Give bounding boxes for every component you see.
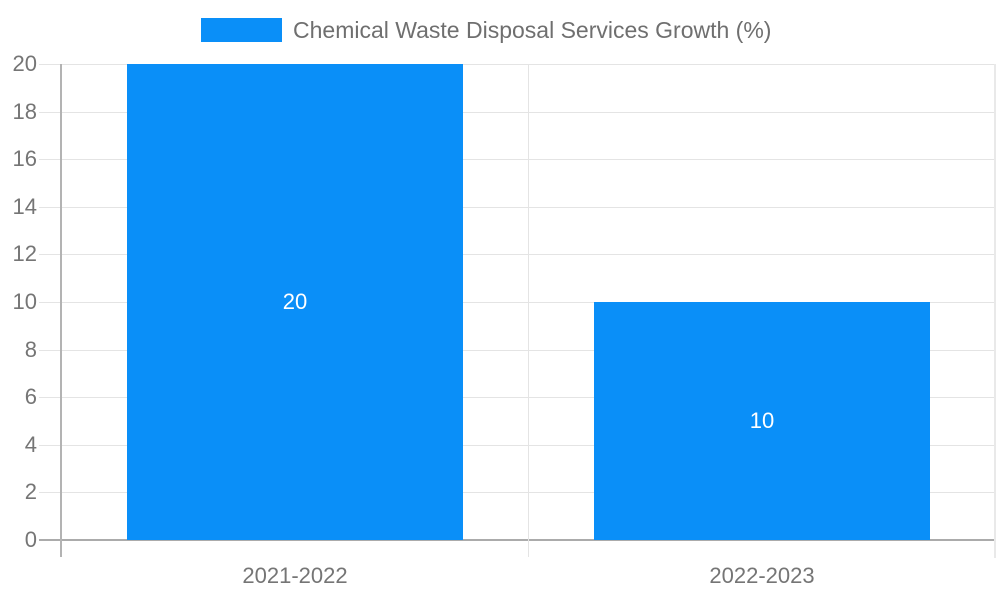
y-gridline (39, 112, 995, 113)
y-tick-label: 6 (24, 384, 37, 409)
x-axis-line (39, 539, 995, 541)
y-gridline (39, 350, 995, 351)
x-tick-label: 2021-2022 (242, 563, 348, 588)
plot-right-border (994, 64, 996, 558)
y-tick-label: 4 (24, 432, 37, 457)
category-divider-gridline (528, 64, 529, 557)
y-tick-label: 12 (12, 241, 37, 266)
bar-2021-2022[interactable] (127, 64, 463, 540)
y-tick-label: 10 (12, 289, 37, 314)
y-gridline (39, 397, 995, 398)
y-tick-label: 18 (12, 99, 37, 124)
y-tick-label: 16 (12, 146, 37, 171)
bar-value-label: 10 (749, 408, 775, 433)
y-tick-label: 0 (24, 527, 37, 552)
x-tick-label: 2022-2023 (709, 563, 815, 588)
y-tick-label: 14 (12, 194, 37, 219)
bar-2022-2023[interactable] (594, 302, 930, 540)
legend-label[interactable]: Chemical Waste Disposal Services Growth … (293, 17, 772, 43)
y-gridline (39, 159, 995, 160)
y-tick-label: 20 (12, 51, 37, 76)
y-tick-label: 2 (24, 479, 37, 504)
bar-value-label: 20 (282, 289, 308, 314)
y-gridline (39, 445, 995, 446)
y-tick-label: 8 (24, 337, 37, 362)
y-axis-line (60, 64, 62, 557)
y-gridline (39, 492, 995, 493)
legend-swatch[interactable] (201, 18, 282, 42)
y-gridline (39, 254, 995, 255)
y-gridline (39, 302, 995, 303)
y-gridline (39, 207, 995, 208)
legend[interactable]: Chemical Waste Disposal Services Growth … (201, 18, 771, 42)
y-gridline (39, 64, 995, 65)
